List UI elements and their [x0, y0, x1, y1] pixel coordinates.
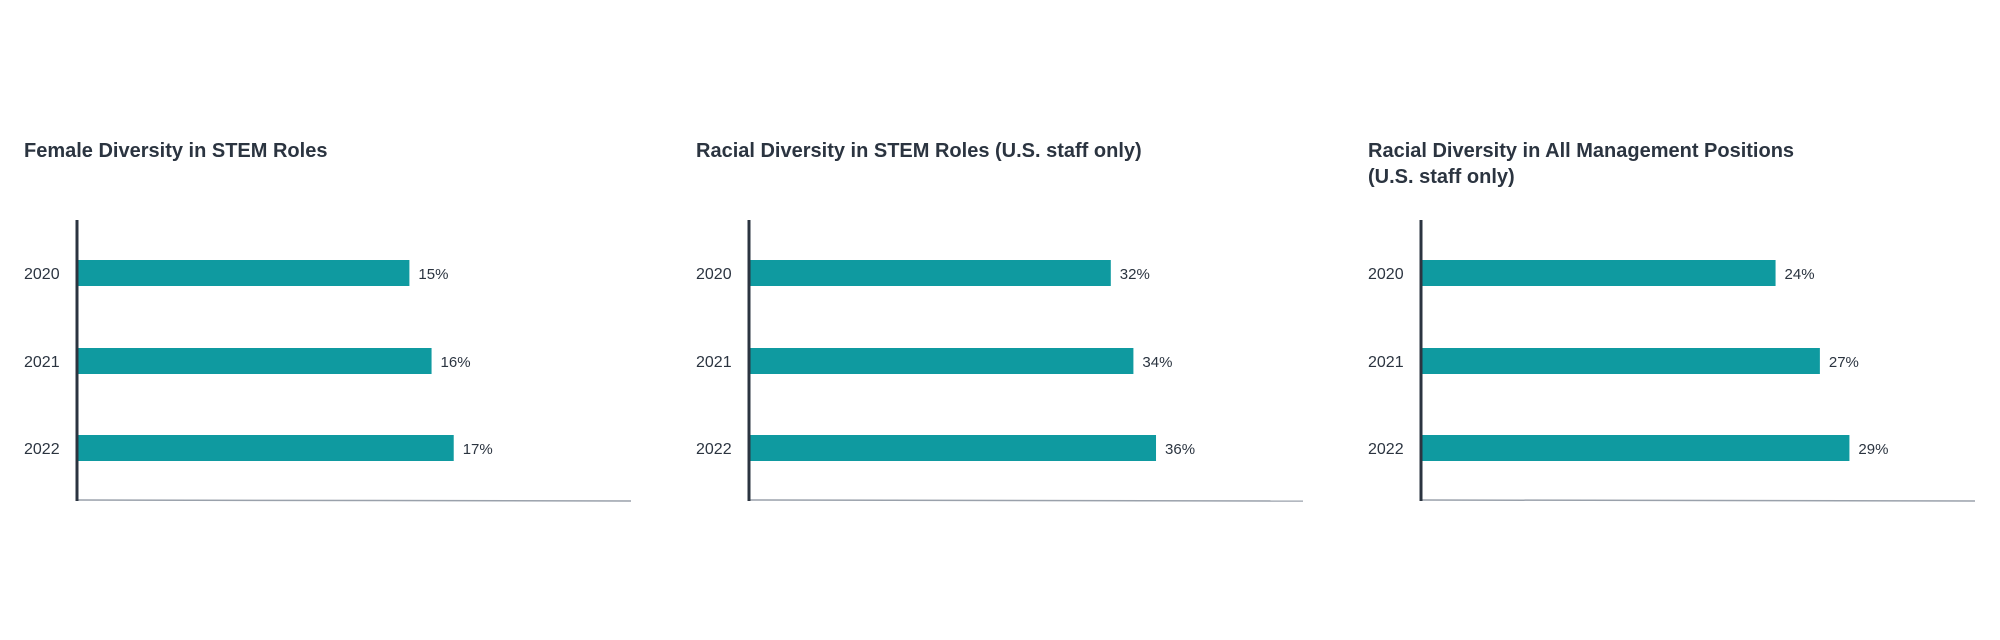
- x-axis-baseline: [1420, 499, 1976, 502]
- bar-2020: [749, 260, 1111, 286]
- bar-2022: [1421, 435, 1850, 461]
- chart-plot: 2020 32% 2021 34% 2022 36%: [696, 220, 1304, 502]
- data-label: 27%: [1829, 354, 1859, 371]
- data-label: 24%: [1785, 266, 1815, 283]
- bar-2020: [77, 260, 410, 286]
- chart-panel-racial-management: Racial Diversity in All Management Posit…: [1368, 0, 1988, 640]
- data-label: 32%: [1120, 266, 1150, 283]
- y-tick-label: 2021: [696, 354, 732, 371]
- chart-title: Racial Diversity in All Management Posit…: [1368, 138, 1928, 190]
- y-tick-label: 2021: [24, 354, 60, 371]
- data-label: 34%: [1142, 354, 1172, 371]
- chart-panel-racial-stem: Racial Diversity in STEM Roles (U.S. sta…: [696, 0, 1316, 640]
- bar-2021: [749, 348, 1134, 374]
- bar-2021: [1421, 348, 1820, 374]
- bar-2022: [77, 435, 454, 461]
- chart-title-line-1: Racial Diversity in All Management Posit…: [1368, 140, 1795, 162]
- y-tick-label: 2022: [1368, 441, 1404, 458]
- bar-2022: [749, 435, 1157, 461]
- chart-title-line-2: (U.S. staff only): [1368, 166, 1515, 188]
- y-tick-label: 2020: [696, 266, 732, 283]
- y-tick-label: 2020: [24, 266, 60, 283]
- data-label: 17%: [463, 441, 493, 458]
- x-axis-baseline: [76, 499, 632, 502]
- y-tick-label: 2020: [1368, 266, 1404, 283]
- bar-2020: [1421, 260, 1776, 286]
- data-label: 16%: [441, 354, 471, 371]
- chart-plot: 2020 24% 2021 27% 2022 29%: [1368, 220, 1976, 502]
- data-label: 36%: [1165, 441, 1195, 458]
- data-label: 29%: [1858, 441, 1888, 458]
- chart-panel-female-stem: Female Diversity in STEM Roles 2020 15% 20…: [24, 0, 644, 640]
- chart-title: Female Diversity in STEM Roles: [24, 140, 328, 162]
- y-tick-label: 2021: [1368, 354, 1404, 371]
- y-tick-label: 2022: [696, 441, 732, 458]
- x-axis-baseline: [748, 499, 1304, 502]
- chart-title: Racial Diversity in STEM Roles (U.S. sta…: [696, 140, 1142, 162]
- chart-plot: 2020 15% 2021 16% 2022 17%: [24, 220, 632, 502]
- bar-2021: [77, 348, 432, 374]
- data-label: 15%: [418, 266, 448, 283]
- y-tick-label: 2022: [24, 441, 60, 458]
